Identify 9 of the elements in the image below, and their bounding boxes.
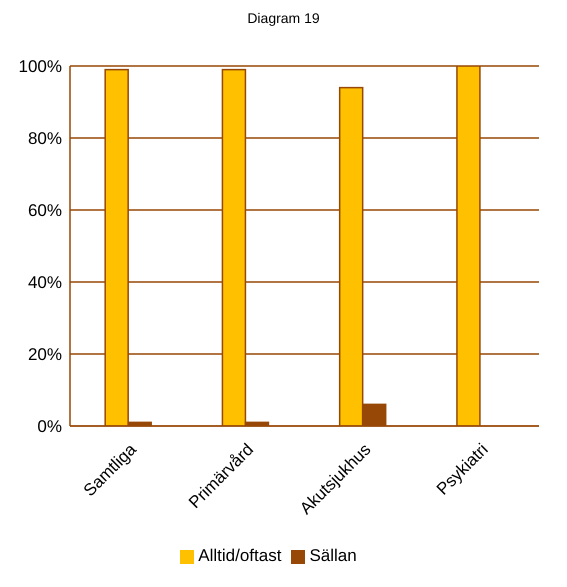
y-tick-label: 60%: [28, 201, 62, 220]
y-tick-label: 20%: [28, 345, 62, 364]
y-tick-label: 100%: [18, 57, 62, 76]
legend-label: Sällan: [309, 546, 357, 565]
chart-title: Diagram 19: [246, 10, 321, 28]
legend-label: Alltid/oftast: [198, 546, 282, 565]
y-tick-label: 40%: [28, 273, 62, 292]
y-tick-label: 0%: [37, 417, 62, 436]
y-tick-label: 80%: [28, 129, 62, 148]
